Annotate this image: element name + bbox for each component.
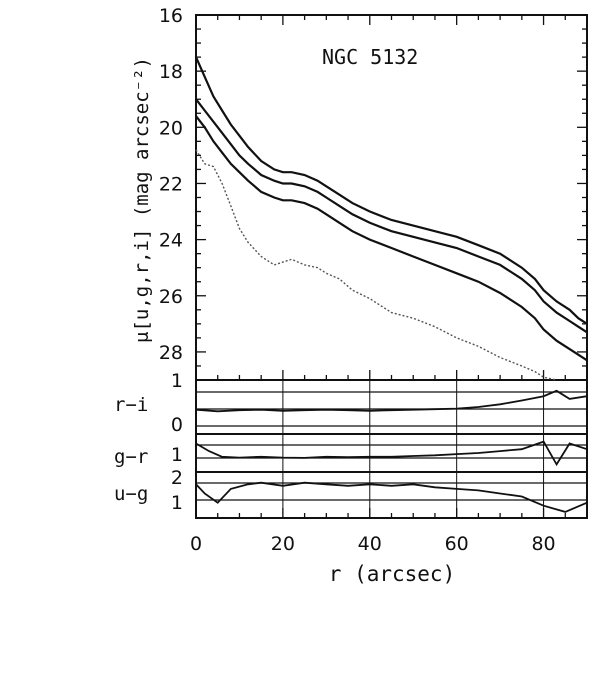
ri-axis-label: r−i (114, 394, 148, 416)
x-tick-label: 20 (271, 533, 295, 555)
colour-tick-label: 1 (171, 444, 183, 466)
profile-curve-4 (195, 149, 557, 381)
colour-curve-u-g (195, 481, 588, 513)
top-panel-frame (195, 14, 588, 381)
y-axis-label: μ[u,g,r,i] (mag arcsec⁻²) (131, 57, 153, 343)
x-axis-label: r (arcsec) (329, 562, 455, 586)
x-tick-label: 0 (190, 533, 202, 555)
colour-tick-label: 1 (171, 492, 183, 514)
colour-tick-label: 0 (171, 414, 183, 436)
colour-tick-label: 1 (171, 370, 183, 392)
gr-axis-label: g−r (114, 446, 148, 468)
ug-axis-label: u−g (114, 483, 148, 505)
y-tick-label: 24 (159, 230, 183, 252)
x-tick-label: 80 (531, 533, 555, 555)
profile-curve-3 (195, 115, 588, 362)
y-tick-label: 28 (159, 342, 183, 364)
y-tick-label: 18 (159, 61, 183, 83)
x-tick-label: 60 (445, 533, 469, 555)
y-tick-label: 16 (159, 5, 183, 27)
colour-panel-frame (195, 379, 588, 519)
colour-curve-g-r (195, 440, 588, 467)
colour-tick-label: 2 (171, 467, 183, 489)
colour-curve-r-i (195, 389, 588, 413)
y-tick-label: 26 (159, 286, 183, 308)
profile-curve-2 (195, 98, 588, 334)
chart-title: NGC 5132 (322, 45, 418, 69)
y-tick-label: 22 (159, 173, 183, 195)
profile-curve-1 (194, 56, 588, 325)
x-tick-label: 40 (358, 533, 382, 555)
y-tick-label: 20 (159, 117, 183, 139)
